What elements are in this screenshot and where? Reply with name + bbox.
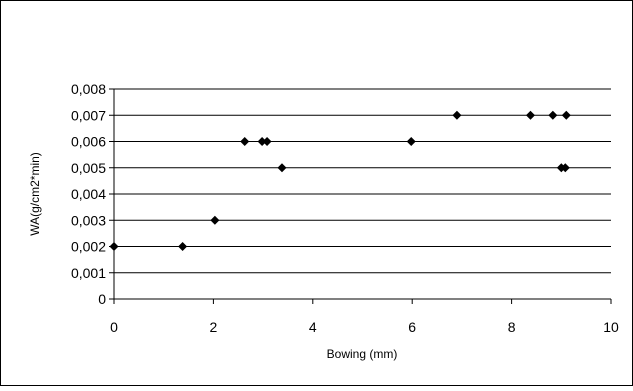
x-axis-title: Bowing (mm) — [327, 347, 398, 361]
data-points — [109, 110, 571, 251]
y-tick-label: 0,008 — [71, 81, 106, 97]
y-tick-label: 0,005 — [71, 160, 106, 176]
y-tick-label: 0,001 — [71, 265, 106, 281]
x-tick-label: 6 — [408, 319, 416, 335]
x-tick-label: 4 — [309, 319, 317, 335]
axes — [109, 88, 612, 304]
x-tick-label: 10 — [603, 319, 619, 335]
data-point-diamond — [178, 242, 188, 251]
x-tick-label: 8 — [508, 319, 516, 335]
x-tick-label: 0 — [110, 319, 118, 335]
data-point-diamond — [561, 110, 571, 120]
y-tick-labels: 0 0,001 0,002 0,003 0,004 0,005 0,006 0,007 0,00… — [71, 81, 106, 307]
data-point-diamond — [452, 110, 462, 120]
x-tick-label: 2 — [210, 319, 218, 335]
data-point-diamond — [560, 163, 570, 173]
y-tick-label: 0,002 — [71, 239, 106, 255]
data-point-diamond — [548, 110, 558, 120]
data-point-diamond — [406, 137, 416, 146]
y-tick-label: 0,006 — [71, 134, 106, 150]
y-tick-label: 0,004 — [71, 186, 106, 202]
data-point-diamond — [262, 137, 272, 146]
data-point-diamond — [525, 110, 535, 120]
data-point-diamond — [109, 242, 119, 251]
y-tick-label: 0,003 — [71, 212, 106, 228]
data-point-diamond — [257, 137, 267, 146]
y-tick-label: 0,007 — [71, 107, 106, 123]
data-point-diamond — [210, 215, 220, 225]
y-tick-label: 0 — [98, 291, 106, 307]
data-point-diamond — [277, 163, 287, 173]
y-axis-title: WA(g/cm2*min) — [28, 152, 42, 236]
x-tick-labels: 0 2 4 6 8 10 — [110, 319, 619, 335]
data-point-diamond — [240, 137, 250, 146]
